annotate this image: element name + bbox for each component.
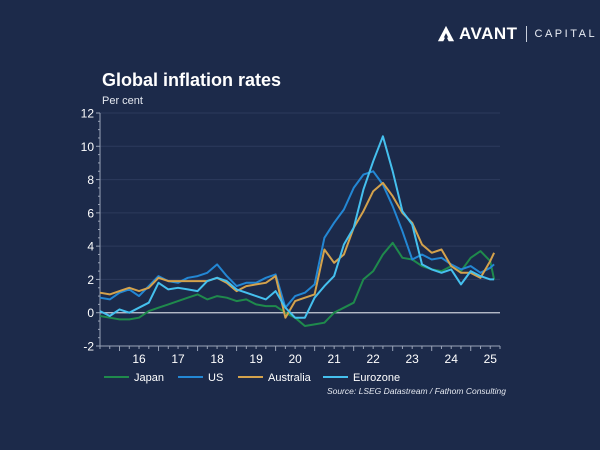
y-tick-label: 10 <box>81 140 95 154</box>
legend-label: US <box>208 372 223 384</box>
x-tick-label: 19 <box>249 352 263 366</box>
y-tick-label: 2 <box>87 273 94 287</box>
series-line-us <box>99 170 495 309</box>
x-tick-label: 18 <box>210 352 224 366</box>
legend-label: Japan <box>134 372 164 384</box>
x-tick-label: 23 <box>406 352 420 366</box>
avant-logo-icon <box>437 25 455 42</box>
legend-item-australia: Australia <box>238 372 312 384</box>
y-tick-label: -2 <box>83 340 94 354</box>
series-line-eurozone <box>99 135 495 319</box>
brand-logo: AVANT CAPITAL <box>437 22 597 46</box>
y-tick-labels: -2 0 2 4 6 8 10 12 <box>81 107 95 354</box>
legend-item-us: US <box>178 372 223 384</box>
legend-item-eurozone: Eurozone <box>323 372 400 384</box>
legend: Japan US Australia Eurozone <box>104 372 400 384</box>
x-tick-label: 22 <box>366 352 380 366</box>
brand-divider <box>525 26 527 42</box>
series-lines <box>99 135 496 327</box>
y-tick-label: 12 <box>81 107 95 121</box>
series-line-australia <box>99 181 496 319</box>
axes <box>96 112 501 351</box>
y-tick-label: 0 <box>87 306 94 320</box>
x-tick-label: 21 <box>327 352 341 366</box>
source-note: Source: LSEG Datastream / Fathom Consult… <box>326 386 506 396</box>
x-tick-label: 16 <box>132 352 146 366</box>
x-tick-label: 20 <box>288 352 302 366</box>
x-tick-label: 25 <box>484 352 498 366</box>
chart-subtitle: Per cent <box>102 95 143 107</box>
x-tick-label: 17 <box>171 352 185 366</box>
y-tick-label: 8 <box>87 173 94 187</box>
legend-label: Australia <box>268 372 312 384</box>
y-tick-label: 4 <box>87 240 94 254</box>
x-tick-labels: 16 17 18 19 20 21 22 23 24 25 <box>132 352 497 366</box>
brand-name: AVANT <box>459 24 518 43</box>
gridlines <box>100 112 500 347</box>
chart-title: Global inflation rates <box>102 70 282 90</box>
brand-sub: CAPITAL <box>534 28 598 40</box>
x-tick-label: 24 <box>445 352 459 366</box>
y-tick-label: 6 <box>87 206 94 220</box>
legend-label: Eurozone <box>353 372 400 384</box>
legend-item-japan: Japan <box>104 372 164 384</box>
